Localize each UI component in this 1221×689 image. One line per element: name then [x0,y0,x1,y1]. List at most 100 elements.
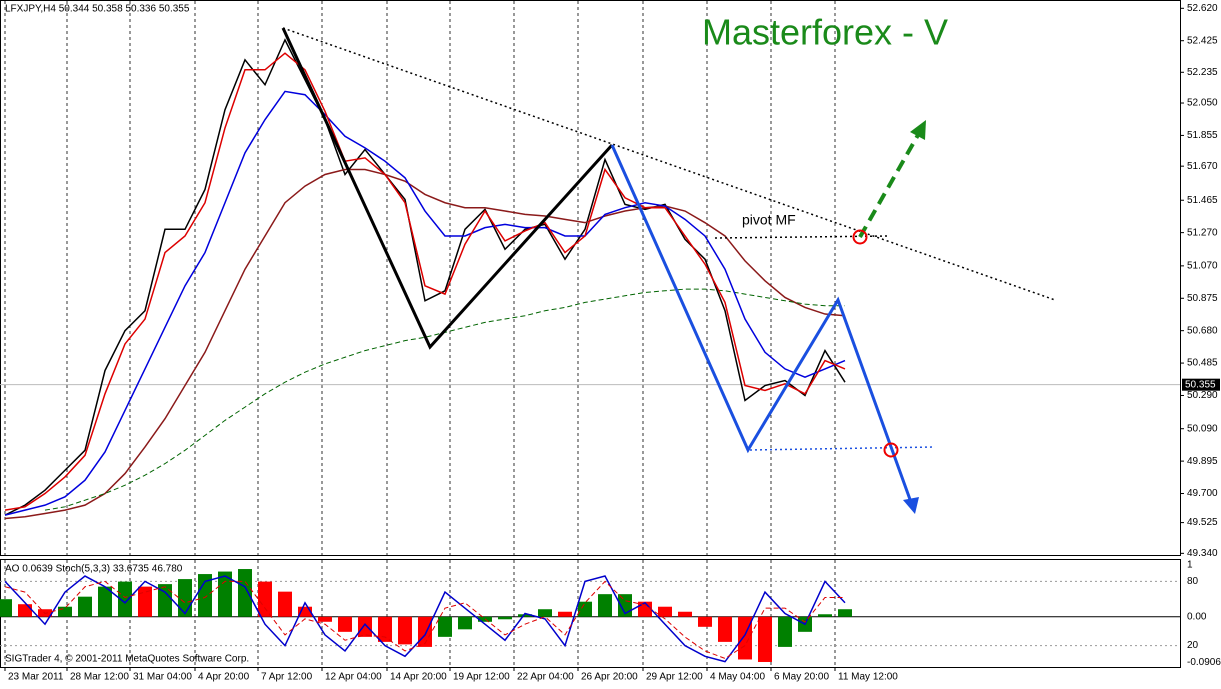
bar [378,616,392,642]
bar [218,571,232,617]
bar [678,611,692,617]
arrow-head [910,120,926,140]
annotation-label: pivot MF [742,212,796,228]
target-line [749,446,936,451]
bar [698,616,712,627]
y-tick-label: -0.0906 [1187,657,1221,668]
x-tick-label: 7 Apr 12:00 [261,672,313,683]
bar [538,609,552,617]
y-tick-label: 51.670 [1187,161,1218,172]
current-price-label: 50.355 [1185,379,1216,390]
y-tick-label: 52.620 [1187,3,1218,14]
bar [58,606,72,617]
bar [758,616,772,662]
x-tick-label: 4 May 04:00 [710,672,765,683]
series-line [4,52,846,511]
bar [98,586,112,617]
pivot-circle [852,229,868,245]
breakout-arrow [858,134,920,238]
y-tick-label: 49.700 [1187,488,1218,499]
target-circle [883,442,899,458]
bar [638,601,652,617]
y-tick-label: 49.340 [1187,548,1218,559]
bar [298,606,312,617]
bar [338,616,352,632]
series-line [4,580,845,659]
series-line [4,90,846,516]
y-tick-label: 49.895 [1187,456,1218,467]
zigzag-black [281,27,614,350]
bar [778,616,792,647]
bar [0,599,12,617]
bar [18,604,32,617]
y-tick-label: 50.680 [1187,325,1218,336]
bar [78,596,92,617]
y-tick-label: 50.290 [1187,390,1218,401]
bar [558,611,572,617]
bar [518,614,532,617]
bar [238,569,252,617]
y-tick-label: 52.235 [1187,67,1218,78]
x-tick-label: 22 Apr 04:00 [517,672,574,683]
bar [598,594,612,617]
bar [398,616,412,645]
bar [418,616,432,647]
bar [578,601,592,617]
x-tick-label: 11 May 12:00 [838,672,898,683]
indicator-title: AO 0.0639 Stoch(5,3,3) 33.6735 46.780 [5,564,183,575]
footer: SIGTrader 4, © 2001-2011 MetaQuotes Soft… [5,654,249,665]
bar [178,579,192,617]
annotation-title: Masterforex - V [702,12,948,53]
zigzag-blue [610,144,914,506]
x-tick-label: 28 Mar 12:00 [70,672,129,683]
y-tick-label: 51.465 [1187,195,1218,206]
y-tick-label: 51.070 [1187,261,1218,272]
y-tick-label: 50.485 [1187,358,1218,369]
bar [458,616,472,630]
bar [718,616,732,642]
x-tick-label: 26 Apr 20:00 [581,672,638,683]
bar [658,606,672,617]
bar [318,616,332,622]
y-tick-label: 49.525 [1187,517,1218,528]
x-tick-label: 31 Mar 04:00 [133,672,192,683]
header: LFXJPY,H4 50.344 50.358 50.336 50.355 [5,4,190,15]
trend-line [282,27,1056,301]
x-tick-label: 19 Apr 12:00 [453,672,510,683]
current-price-box [1182,378,1220,391]
y-tick-label: 51.270 [1187,227,1218,238]
y-tick-label: 1 [1187,560,1193,571]
x-tick-label: 23 Mar 2011 [8,672,64,683]
bar [158,584,172,617]
bar [818,614,832,617]
arrow-head [903,497,919,514]
bar [438,616,452,637]
y-tick-label: 50.875 [1187,293,1218,304]
bar [258,581,272,617]
y-tick-label: 20 [1187,640,1199,651]
bar [838,609,852,617]
y-tick-label: 50.090 [1187,423,1218,434]
series-line [4,38,846,516]
bar [138,586,152,617]
y-tick-label: 51.855 [1187,130,1218,141]
x-tick-label: 12 Apr 04:00 [325,672,382,683]
series-line [4,575,846,663]
bar [498,616,512,620]
x-tick-label: 4 Apr 20:00 [198,672,250,683]
bar [358,616,372,637]
x-tick-label: 6 May 20:00 [774,672,829,683]
x-tick-label: 29 Apr 12:00 [646,672,703,683]
x-tick-label: 14 Apr 20:00 [390,672,447,683]
y-tick-label: 52.050 [1187,98,1218,109]
bar [118,581,132,617]
series-line [4,168,846,520]
main-frame [0,0,1181,556]
annotations: Masterforex - V pivot MF [281,12,1056,514]
grid [0,1,1180,667]
bar [198,574,212,617]
plot [0,38,852,663]
y-tick-label: 52.425 [1187,35,1218,46]
y-tick-label: 80 [1187,576,1199,587]
